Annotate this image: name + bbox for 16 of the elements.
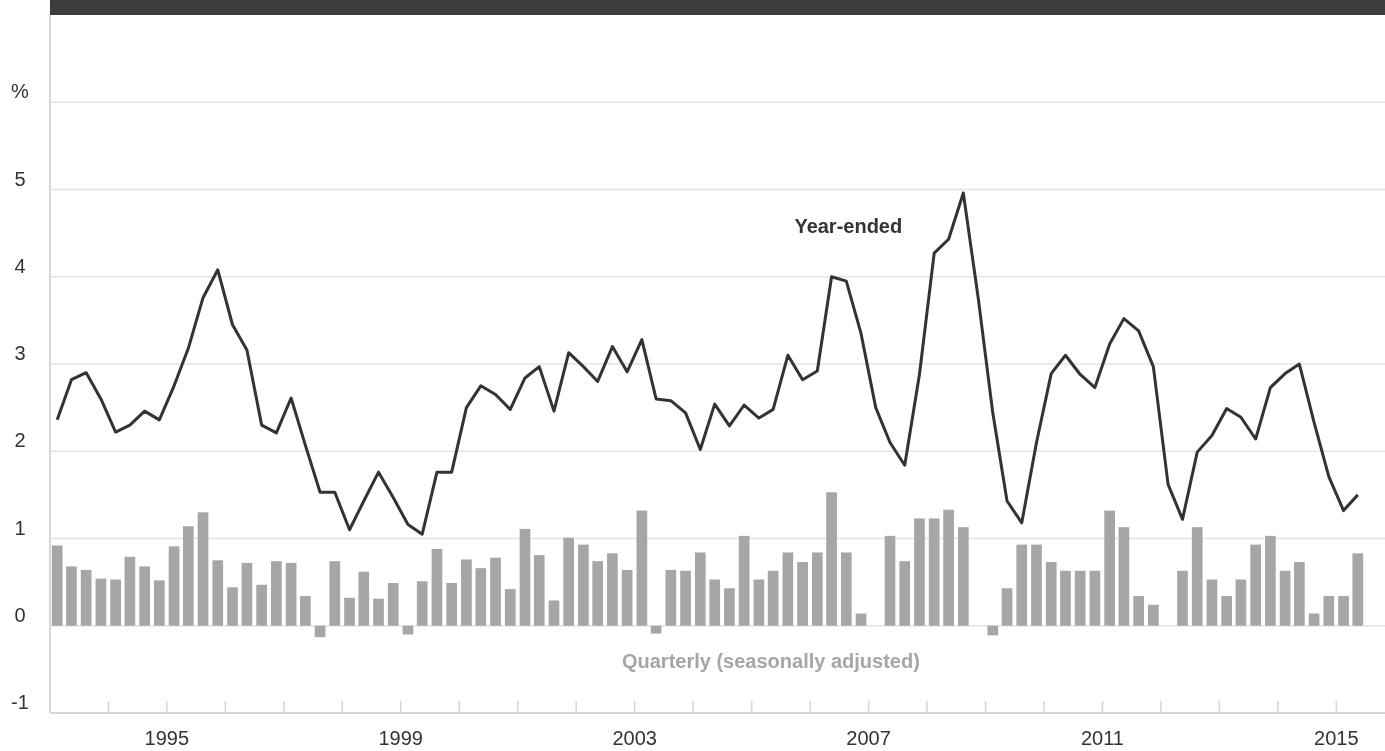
series-label: Quarterly (seasonally adjusted) (621, 649, 920, 672)
x-tick-label: 2015 (1314, 727, 1359, 749)
y-tick-label: 5 (14, 167, 26, 190)
y-tick-label: -1 (11, 691, 29, 713)
y-axis-title: % (11, 80, 30, 103)
y-tick-label: 0 (14, 603, 26, 626)
y-tick-label: 4 (14, 254, 26, 277)
y-tick-label: 1 (14, 516, 26, 539)
x-tick-label: 2007 (846, 727, 891, 749)
x-tick-label: 2011 (1080, 727, 1124, 749)
x-tick-label: 1999 (378, 727, 424, 749)
x-tick-label: 2003 (612, 727, 657, 749)
y-tick-label: 3 (14, 342, 26, 364)
series-label: Year-ended (794, 214, 903, 237)
y-tick-label: 2 (14, 429, 26, 452)
x-tick-label: 1995 (144, 727, 190, 749)
